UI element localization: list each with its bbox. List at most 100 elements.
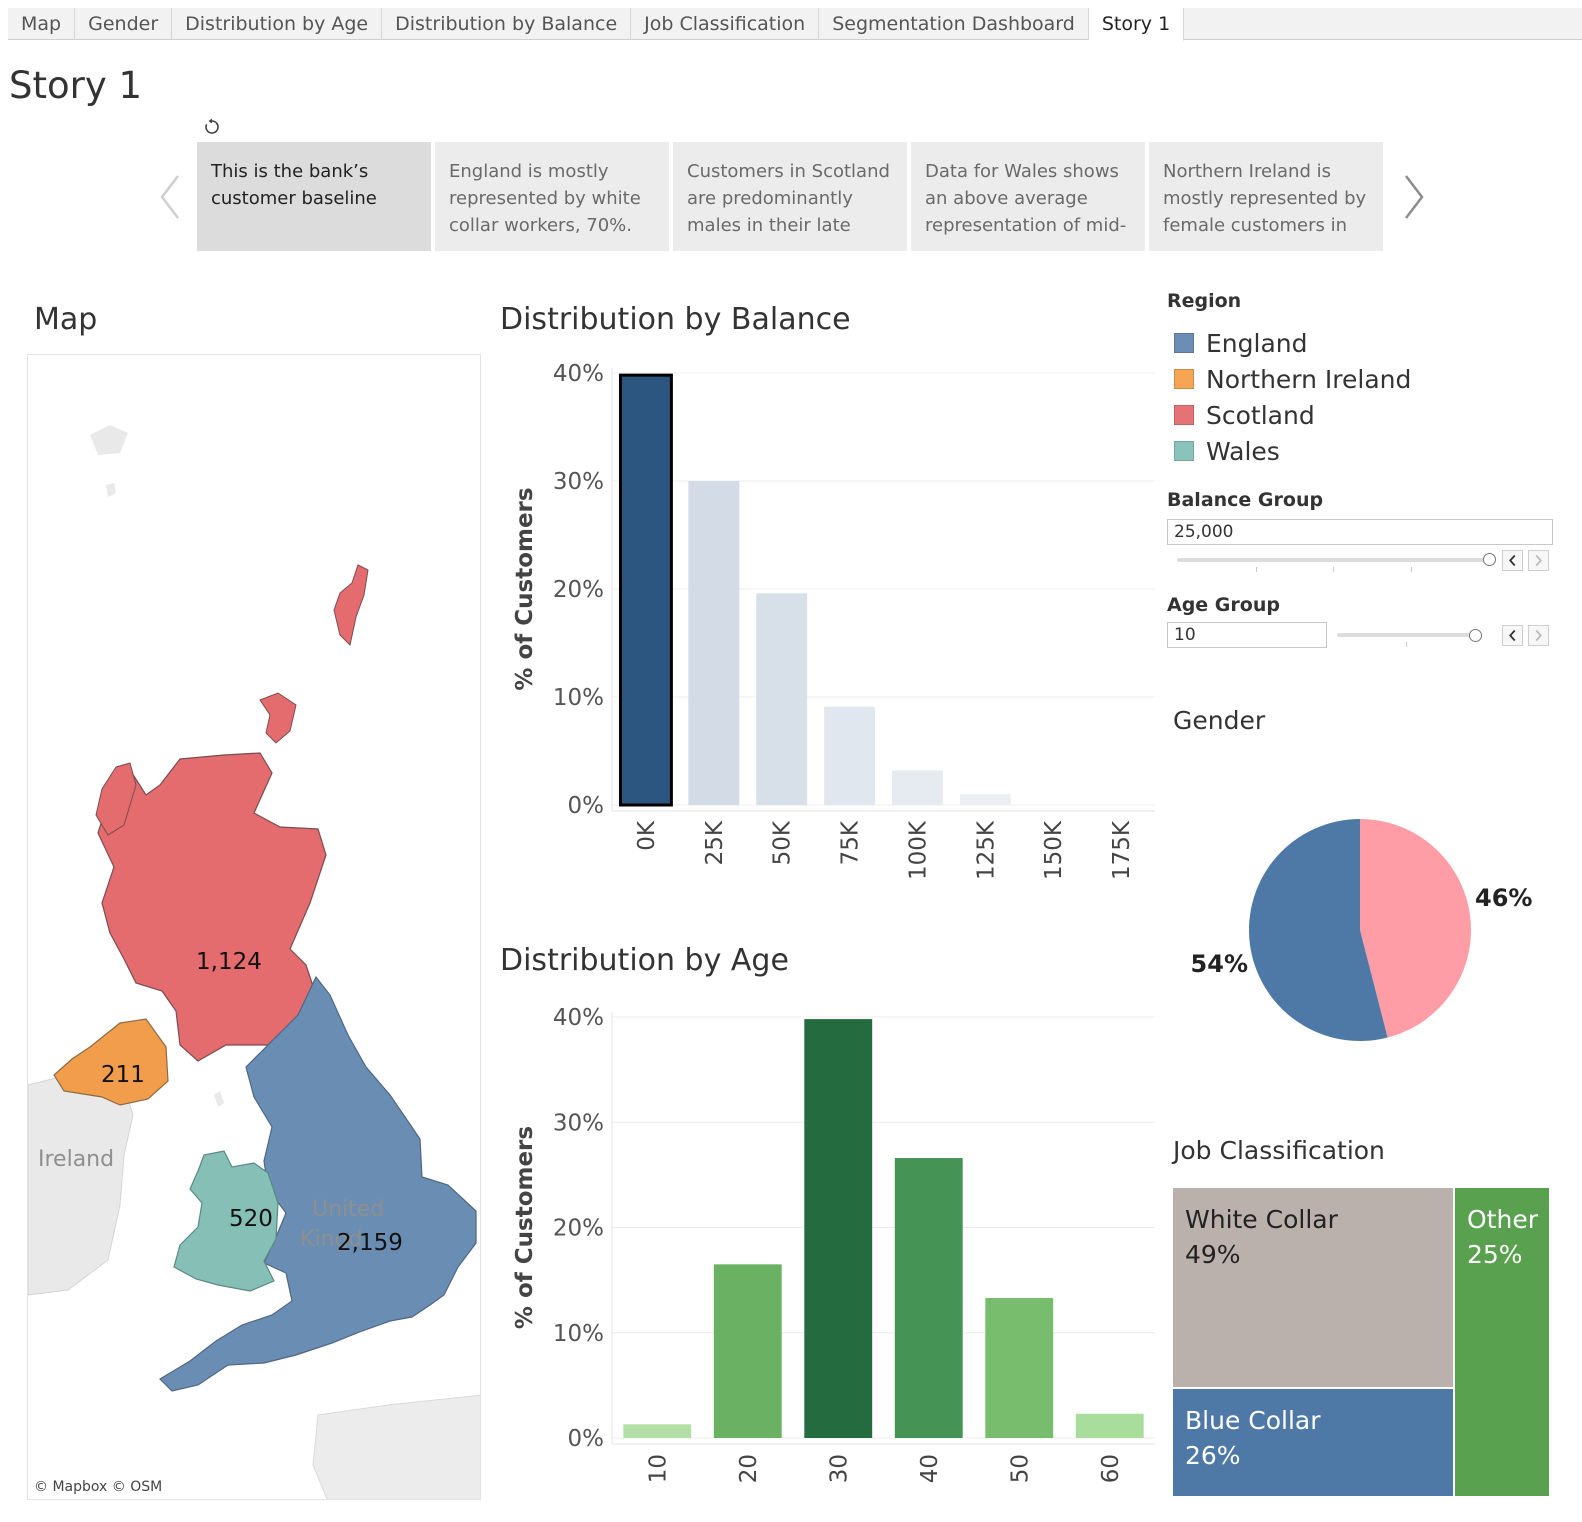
y-tick-label: 0% bbox=[568, 793, 605, 819]
treemap-cell-blue-collar[interactable]: Blue Collar 26% bbox=[1173, 1389, 1453, 1496]
balance-group-slider-thumb[interactable] bbox=[1483, 553, 1496, 566]
ireland-land bbox=[28, 1074, 134, 1296]
tab-job-classification[interactable]: Job Classification bbox=[631, 8, 820, 40]
scotland-region bbox=[97, 752, 327, 1062]
revert-icon[interactable] bbox=[202, 117, 222, 137]
bar-60[interactable] bbox=[1075, 1413, 1144, 1438]
england-count-label: 2,159 bbox=[337, 1230, 403, 1256]
isle-of-man bbox=[214, 1091, 224, 1107]
balance-bar-chart[interactable]: 0% 10% 20% 30% 40% % of Customers 0K 25K 50K 75K 1… bbox=[500, 350, 1160, 910]
x-tick-label: 75K bbox=[838, 820, 864, 865]
story-point-3[interactable]: Customers in Scotland are predominantly … bbox=[673, 142, 907, 251]
age-group-slider-thumb[interactable] bbox=[1469, 629, 1482, 642]
pie-slice-0[interactable] bbox=[1249, 819, 1388, 1041]
scotland-count-label: 1,124 bbox=[196, 949, 262, 975]
shetland-region bbox=[333, 564, 369, 647]
tab-distribution-by-balance[interactable]: Distribution by Balance bbox=[382, 8, 632, 40]
x-tick-label: 30 bbox=[826, 1454, 852, 1483]
story-prev-arrow-icon[interactable] bbox=[156, 172, 186, 222]
bar-50[interactable] bbox=[985, 1298, 1054, 1438]
age-chart-title: Distribution by Age bbox=[500, 943, 789, 978]
bar-0k[interactable] bbox=[618, 373, 673, 807]
balance-chart-title: Distribution by Balance bbox=[500, 302, 851, 337]
uk-map-svg bbox=[28, 425, 480, 1499]
x-tick-label: 50K bbox=[770, 820, 796, 865]
legend-item-england[interactable]: England bbox=[1174, 328, 1308, 358]
bar-25k[interactable] bbox=[688, 481, 740, 805]
tab-map[interactable]: Map bbox=[8, 8, 76, 40]
treemap-cell-white-collar[interactable]: White Collar 49% bbox=[1173, 1188, 1453, 1388]
x-tick-label: 60 bbox=[1098, 1454, 1124, 1483]
map-attribution: © Mapbox © OSM bbox=[34, 1479, 163, 1495]
united-kingdom-label-1: United bbox=[312, 1197, 385, 1222]
legend-swatch-wales bbox=[1174, 441, 1194, 461]
balance-next-button[interactable] bbox=[1528, 550, 1549, 571]
bar-75k[interactable] bbox=[824, 706, 876, 805]
treemap-cell-other[interactable]: Other 25% bbox=[1455, 1188, 1549, 1496]
y-tick-label: 20% bbox=[553, 577, 604, 603]
y-axis-title: % of Customers bbox=[512, 1126, 538, 1329]
treemap-cell-label: Other bbox=[1467, 1205, 1538, 1234]
balance-group-label: Balance Group bbox=[1167, 489, 1324, 511]
balance-slider-tick bbox=[1256, 567, 1257, 572]
balance-group-input[interactable]: 25,000 bbox=[1167, 519, 1553, 545]
treemap-cell-percent: 49% bbox=[1185, 1240, 1241, 1269]
hebrides-region bbox=[95, 762, 137, 836]
age-group-label: Age Group bbox=[1167, 594, 1280, 616]
treemap-cell-percent: 25% bbox=[1467, 1240, 1523, 1269]
bar-20[interactable] bbox=[713, 1264, 782, 1438]
northern-ireland-region bbox=[53, 1018, 169, 1106]
age-bar-chart[interactable]: 0% 10% 20% 30% 40% % of Customers 10 20 30 40 50 60 bbox=[500, 995, 1160, 1495]
legend-label-scotland: Scotland bbox=[1206, 400, 1315, 430]
legend-label-northern-ireland: Northern Ireland bbox=[1206, 364, 1412, 394]
x-tick-label: 25K bbox=[702, 820, 728, 865]
age-group-slider-track[interactable] bbox=[1337, 633, 1474, 637]
gender-pie-chart[interactable]: 54% 46% bbox=[1170, 800, 1560, 1060]
y-tick-label: 30% bbox=[553, 1110, 604, 1136]
map-view[interactable]: Ireland United Kingd 1,124 211 520 2,159… bbox=[27, 354, 481, 1500]
y-axis-title: % of Customers bbox=[512, 487, 538, 690]
bar-10[interactable] bbox=[623, 1424, 692, 1438]
legend-item-scotland[interactable]: Scotland bbox=[1174, 400, 1315, 430]
balance-group-slider-track[interactable] bbox=[1177, 558, 1489, 562]
bar-30[interactable] bbox=[804, 1019, 873, 1438]
y-tick-label: 0% bbox=[568, 1426, 605, 1452]
story-next-arrow-icon[interactable] bbox=[1398, 172, 1428, 222]
story-point-5[interactable]: Northern Ireland is mostly represented b… bbox=[1149, 142, 1383, 251]
faroes-land bbox=[90, 425, 128, 455]
job-treemap[interactable]: White Collar 49% Blue Collar 26% Other 25% bbox=[1173, 1188, 1549, 1496]
sheet-tab-strip: Map Gender Distribution by Age Distribut… bbox=[8, 8, 1582, 41]
age-prev-button[interactable] bbox=[1502, 625, 1523, 646]
bar-100k[interactable] bbox=[891, 770, 943, 805]
treemap-cell-label: Blue Collar bbox=[1185, 1406, 1321, 1436]
northern-ireland-count-label: 211 bbox=[101, 1062, 145, 1088]
region-legend-title: Region bbox=[1167, 290, 1242, 312]
small-island bbox=[106, 483, 116, 497]
tab-story-1[interactable]: Story 1 bbox=[1088, 8, 1185, 41]
tab-segmentation-dashboard[interactable]: Segmentation Dashboard bbox=[819, 8, 1089, 40]
y-tick-label: 10% bbox=[553, 685, 604, 711]
legend-label-wales: Wales bbox=[1206, 436, 1280, 466]
y-tick-label: 30% bbox=[553, 469, 604, 495]
treemap-cell-percent: 26% bbox=[1185, 1441, 1241, 1471]
bar-40[interactable] bbox=[894, 1158, 963, 1438]
wales-count-label: 520 bbox=[229, 1206, 273, 1232]
story-title: Story 1 bbox=[9, 64, 143, 107]
bar-50k[interactable] bbox=[756, 593, 808, 805]
story-point-4[interactable]: Data for Wales shows an above average re… bbox=[911, 142, 1145, 251]
bar-125k[interactable] bbox=[959, 794, 1011, 805]
x-tick-label: 125K bbox=[973, 820, 999, 880]
story-point-1[interactable]: This is the bank’s customer baseline bbox=[197, 142, 431, 251]
legend-item-wales[interactable]: Wales bbox=[1174, 436, 1280, 466]
age-next-button[interactable] bbox=[1528, 625, 1549, 646]
legend-item-northern-ireland[interactable]: Northern Ireland bbox=[1174, 364, 1411, 394]
story-point-2[interactable]: England is mostly represented by white c… bbox=[435, 142, 669, 251]
pie-slice-1[interactable] bbox=[1360, 819, 1471, 1038]
treemap-cell-label: White Collar bbox=[1185, 1205, 1338, 1234]
y-tick-label: 20% bbox=[553, 1216, 604, 1242]
tab-distribution-by-age[interactable]: Distribution by Age bbox=[172, 8, 383, 40]
balance-prev-button[interactable] bbox=[1502, 550, 1523, 571]
age-group-input[interactable]: 10 bbox=[1167, 622, 1327, 648]
balance-slider-tick bbox=[1333, 567, 1334, 572]
tab-gender[interactable]: Gender bbox=[75, 8, 173, 40]
